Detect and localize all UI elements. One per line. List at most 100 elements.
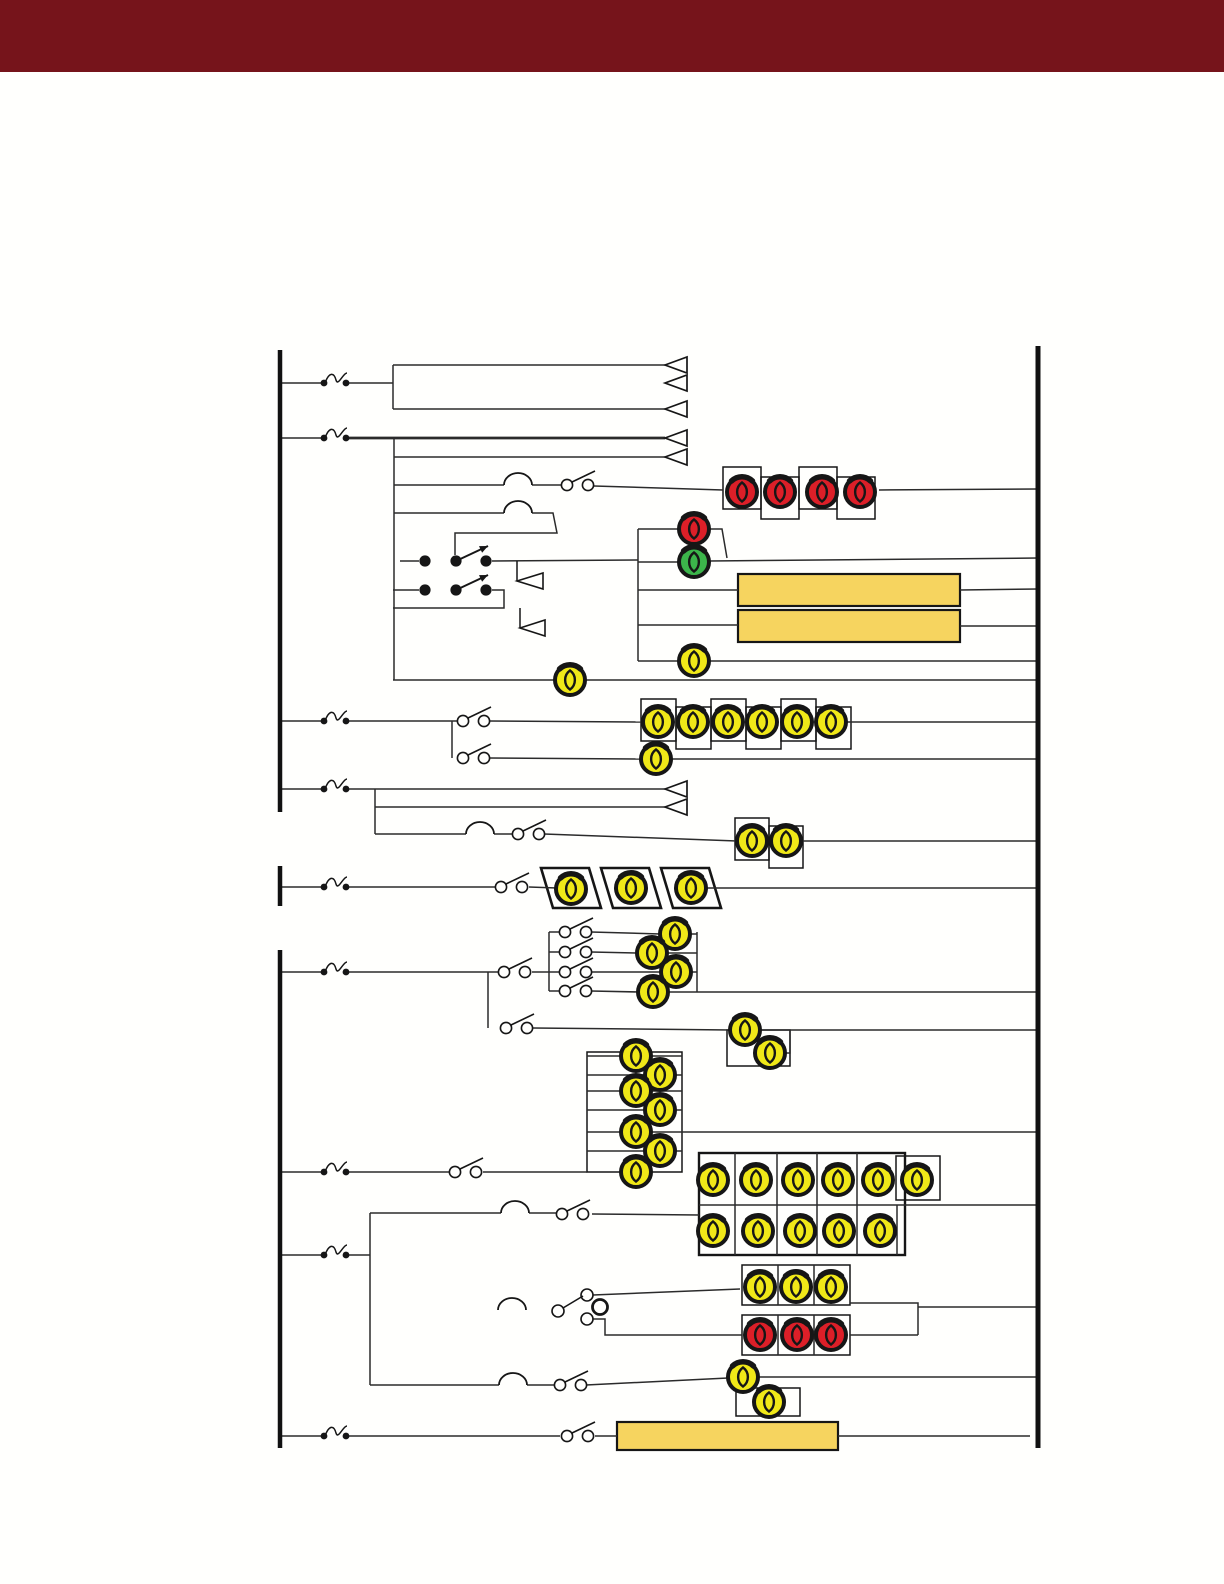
- switch-blade: [569, 937, 594, 950]
- lamp-top-shade: [782, 1268, 810, 1279]
- lamp-lens: [649, 748, 663, 770]
- gold-block: [736, 608, 962, 644]
- wire: [593, 1318, 742, 1336]
- connector-arrow-icon: [662, 779, 688, 799]
- lamp-lens: [735, 481, 749, 503]
- lamp-top-shade: [738, 822, 766, 833]
- switch-contact: [511, 827, 525, 841]
- wire: [593, 485, 724, 491]
- switch-contact: [532, 827, 546, 841]
- lamp-top-shade: [846, 473, 874, 484]
- switch-blade: [467, 706, 492, 719]
- switch-contact: [477, 751, 491, 765]
- wire: [590, 931, 662, 935]
- lamp-top-shade: [866, 1212, 894, 1223]
- lamp-top-shade: [646, 1091, 674, 1102]
- wire: [592, 1288, 741, 1296]
- lamp-lens: [686, 711, 700, 733]
- pennant-flag-icon: [517, 618, 546, 638]
- lamp-lens: [684, 877, 698, 899]
- switch-contact: [448, 1165, 462, 1179]
- lamp-lens: [790, 711, 804, 733]
- lamp-lens: [871, 1169, 885, 1191]
- switch-contact: [579, 965, 593, 979]
- switch-contact: [560, 478, 574, 492]
- selector2-contact: [580, 1312, 594, 1326]
- lamp-lens: [687, 650, 701, 672]
- switch-contact: [581, 478, 595, 492]
- lamp-lens: [753, 1324, 767, 1346]
- lamp-top-shade: [766, 473, 794, 484]
- lamp-lens: [669, 961, 683, 983]
- switch-contact: [456, 714, 470, 728]
- lamp-lens: [646, 981, 660, 1003]
- fuse-dot: [342, 717, 350, 725]
- switch-blade: [522, 819, 547, 832]
- lamp-lens: [721, 711, 735, 733]
- switch-contact: [579, 984, 593, 998]
- switch-contact: [558, 965, 572, 979]
- switch-contact: [469, 1165, 483, 1179]
- wire: [585, 1377, 729, 1386]
- pennant-flag-icon: [514, 571, 544, 591]
- switch-blade: [510, 1013, 535, 1026]
- wire: [454, 512, 558, 555]
- fuse-dot: [342, 1432, 350, 1440]
- lamp-lens: [793, 1220, 807, 1242]
- lamp-top-shade: [746, 1316, 774, 1327]
- switch-blade: [564, 1370, 589, 1383]
- lamp-lens: [736, 1366, 750, 1388]
- lamp-top-shade: [642, 740, 670, 751]
- switch-contact: [499, 1021, 513, 1035]
- lamp-top-shade: [677, 869, 705, 880]
- switch-contact: [558, 925, 572, 939]
- lamp-group-parallelogram: [659, 866, 723, 910]
- switch-blade: [569, 976, 594, 989]
- lamp-top-shade: [646, 1056, 674, 1067]
- switch-blade: [508, 957, 533, 970]
- switch-contact: [477, 714, 491, 728]
- connector-arrow-icon: [662, 797, 688, 817]
- wire: [709, 528, 728, 559]
- switch-blade: [571, 470, 596, 483]
- lamp-lens: [745, 830, 759, 852]
- lamp-top-shade: [661, 915, 689, 926]
- switch-contact: [560, 1429, 574, 1443]
- switch-blade: [566, 1199, 591, 1212]
- lamp-lens: [789, 1276, 803, 1298]
- switch-blade: [459, 1157, 484, 1170]
- switch-contact: [456, 751, 470, 765]
- switch-contact: [494, 880, 508, 894]
- fuse-element: [324, 1161, 348, 1173]
- switch-contact: [558, 945, 572, 959]
- fuse-dot: [342, 1251, 350, 1259]
- switch-contact: [581, 1429, 595, 1443]
- lamp-top-shade: [755, 1383, 783, 1394]
- selector2-common: [551, 1304, 565, 1318]
- lamp-lens: [751, 1220, 765, 1242]
- selector-contact-dot: [419, 555, 431, 567]
- lamp-top-shade: [808, 473, 836, 484]
- lamp-lens: [706, 1220, 720, 1242]
- arc-symbol: [497, 1297, 527, 1311]
- arc-symbol: [498, 1372, 528, 1386]
- gold-block: [615, 1420, 840, 1452]
- lamp-top-shade: [639, 973, 667, 984]
- lamp-lens: [753, 1276, 767, 1298]
- lamp-top-shade: [824, 1161, 852, 1172]
- fuse-dot: [342, 883, 350, 891]
- switch-contact: [555, 1207, 569, 1221]
- lamp-lens: [831, 1169, 845, 1191]
- connector-arrow-icon: [662, 373, 688, 393]
- lamp-group-parallelogram: [539, 866, 603, 910]
- wire: [591, 1213, 700, 1216]
- fuse-element: [324, 1244, 348, 1256]
- lamp-group-box: [741, 1264, 851, 1306]
- lamp-top-shade: [646, 1132, 674, 1143]
- lamp-top-shade: [817, 1268, 845, 1279]
- lamp-top-shade: [699, 1161, 727, 1172]
- arc-symbol: [503, 472, 533, 486]
- lamp-lens: [763, 1042, 777, 1064]
- lamp-lens: [873, 1220, 887, 1242]
